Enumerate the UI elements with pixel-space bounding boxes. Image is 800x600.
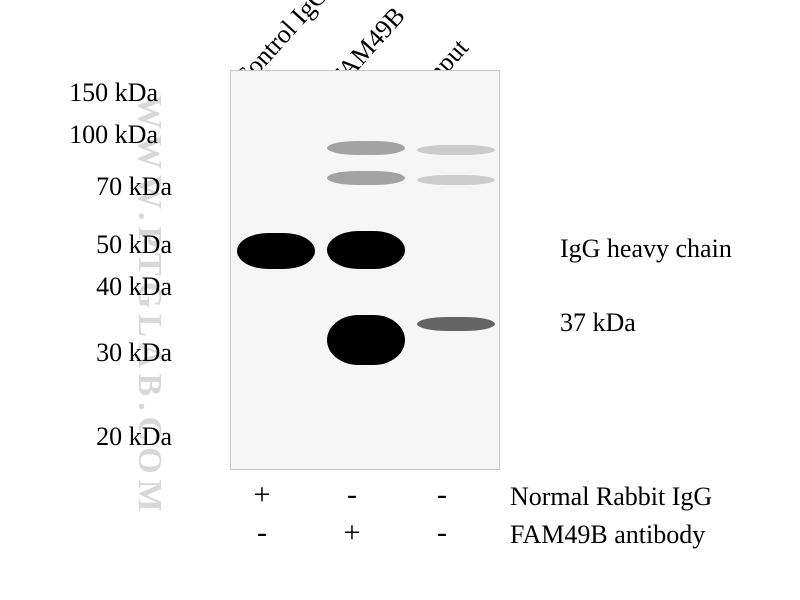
mw-label-40: 40 kDa: [62, 272, 172, 302]
mw-arrow-30: [172, 352, 208, 354]
band-fam49b-70k: [327, 171, 405, 185]
cond-r0-c1: -: [322, 478, 382, 512]
cond-r1-c1: +: [322, 516, 382, 550]
figure-container: WWW.PTGLAB.COM 150 kDa 100 kDa 70 kDa 50…: [0, 0, 800, 600]
mw-label-150: 150 kDa: [48, 78, 158, 108]
arrow-37kda: [506, 322, 542, 324]
mw-arrow-20: [172, 436, 208, 438]
mw-arrow-50: [172, 244, 208, 246]
mw-arrow-150: [172, 92, 208, 94]
label-igg-heavy: IgG heavy chain: [560, 234, 732, 264]
mw-label-30: 30 kDa: [62, 338, 172, 368]
mw-arrow-70: [172, 186, 208, 188]
cond-r1-c0: -: [232, 516, 292, 550]
lane-input: [411, 71, 501, 469]
cond-r0-c2: -: [412, 478, 472, 512]
band-control-igg-heavy: [237, 233, 315, 269]
band-fam49b-80k: [327, 141, 405, 155]
cond-label-normal-igg: Normal Rabbit IgG: [510, 482, 712, 512]
label-37kda: 37 kDa: [560, 308, 636, 338]
mw-label-100: 100 kDa: [48, 120, 158, 150]
band-input-37k: [417, 317, 495, 331]
cond-r0-c0: +: [232, 478, 292, 512]
lane-fam49b: [321, 71, 411, 469]
watermark-text: WWW.PTGLAB.COM: [130, 95, 168, 518]
cond-label-fam49b-ab: FAM49B antibody: [510, 520, 705, 550]
mw-label-50: 50 kDa: [62, 230, 172, 260]
arrow-igg-heavy: [506, 248, 542, 250]
lane-control: [231, 71, 321, 469]
band-fam49b-37k: [327, 315, 405, 365]
band-input-70k: [417, 175, 495, 185]
mw-arrow-100: [172, 134, 208, 136]
blot-image: [230, 70, 500, 470]
mw-label-20: 20 kDa: [62, 422, 172, 452]
band-input-80k: [417, 145, 495, 155]
mw-arrow-40: [172, 286, 208, 288]
mw-label-70: 70 kDa: [62, 172, 172, 202]
band-fam49b-igg-heavy: [327, 231, 405, 269]
cond-r1-c2: -: [412, 516, 472, 550]
